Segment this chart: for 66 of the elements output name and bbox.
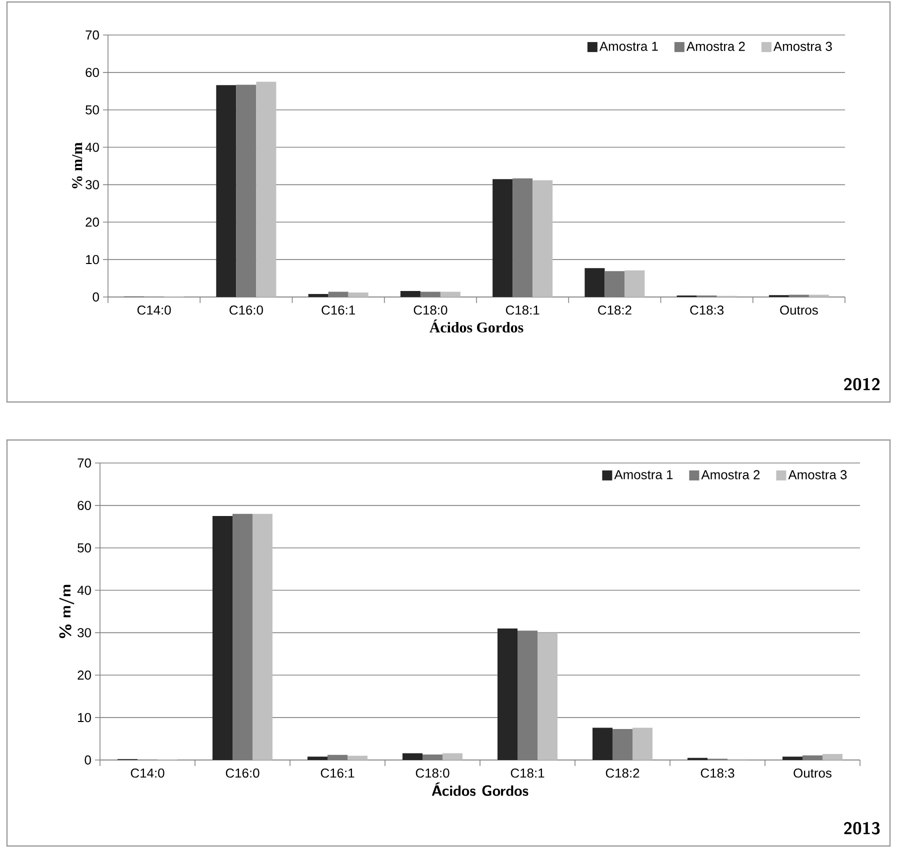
bar xyxy=(348,756,368,760)
y-tick-label: 50 xyxy=(78,543,91,552)
x-tick-label: C14:0 xyxy=(130,768,164,778)
bar xyxy=(782,756,802,760)
x-tick-label: C18:2 xyxy=(606,768,640,778)
bar xyxy=(442,753,462,760)
bar xyxy=(624,270,645,297)
y-tick-label: 10 xyxy=(78,712,91,722)
x-tick-label: C16:1 xyxy=(320,768,354,778)
x-tick-label: C18:1 xyxy=(506,306,540,315)
x-tick-label: Outros xyxy=(794,768,832,778)
y-tick-label: 10 xyxy=(86,254,99,264)
x-tick-label: C18:3 xyxy=(700,768,734,778)
y-tick-label: 30 xyxy=(86,180,99,190)
y-tick-label: 30 xyxy=(78,628,91,638)
y-tick-label: 40 xyxy=(77,586,91,595)
y-axis-title: % m/m xyxy=(59,584,74,638)
x-tick-label: C14:0 xyxy=(137,306,171,315)
bar xyxy=(532,180,553,297)
bar xyxy=(538,632,558,760)
bar xyxy=(492,179,513,297)
x-axis-title: Ácidos Gordos xyxy=(432,782,528,796)
bar xyxy=(402,753,422,760)
x-tick-label: C18:2 xyxy=(598,306,632,315)
text: 2012 xyxy=(844,378,880,390)
legend-label: Amostra 1 xyxy=(614,470,673,480)
legend-label: Amostra 3 xyxy=(788,470,847,480)
bar xyxy=(256,82,276,297)
y-tick-label: 40 xyxy=(85,142,99,152)
legend-label: Amostra 3 xyxy=(773,42,832,51)
text: 2013 xyxy=(844,822,880,834)
bar xyxy=(592,728,612,760)
bar xyxy=(498,628,518,760)
y-tick-label: 70 xyxy=(86,30,99,40)
x-tick-label: C18:0 xyxy=(416,768,450,778)
x-tick-label: C16:1 xyxy=(322,306,355,315)
y-tick-label: 0 xyxy=(84,755,91,765)
bar xyxy=(308,756,328,760)
bar xyxy=(212,516,232,760)
y-tick-label: 0 xyxy=(92,292,99,302)
legend-label: Amostra 1 xyxy=(599,42,658,51)
x-tick-label: C18:3 xyxy=(690,306,724,315)
bar xyxy=(252,514,272,760)
legend-label: Amostra 2 xyxy=(701,470,760,480)
bar xyxy=(348,292,368,297)
y-tick-label: 20 xyxy=(86,218,99,227)
x-tick-label: Outros xyxy=(780,306,818,315)
x-tick-label: C18:1 xyxy=(510,768,544,778)
bar xyxy=(632,728,652,760)
y-tick-label: 20 xyxy=(78,670,91,680)
bar xyxy=(440,292,460,297)
y-tick-label: 70 xyxy=(78,458,91,468)
x-axis-title: Ácidos Gordos xyxy=(430,320,524,332)
bar xyxy=(400,291,420,297)
bar xyxy=(822,754,842,760)
legend-label: Amostra 2 xyxy=(686,42,745,51)
bar xyxy=(216,85,236,297)
y-axis-title: % m/m xyxy=(72,142,82,188)
y-tick-label: 60 xyxy=(78,500,91,510)
y-tick-label: 60 xyxy=(86,68,99,78)
x-tick-label: C16:0 xyxy=(230,306,263,315)
x-tick-label: C18:0 xyxy=(414,306,448,315)
x-tick-label: C16:0 xyxy=(226,768,260,778)
y-tick-label: 50 xyxy=(86,105,99,114)
bar xyxy=(308,294,328,297)
bar xyxy=(584,268,605,297)
